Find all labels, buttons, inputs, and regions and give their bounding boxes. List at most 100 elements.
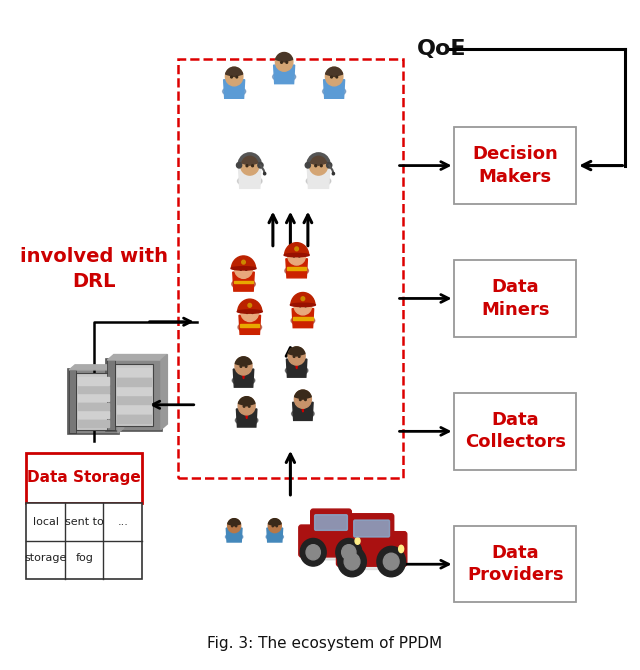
Polygon shape <box>246 413 248 419</box>
Bar <box>248 164 252 170</box>
Bar <box>242 365 245 370</box>
Circle shape <box>300 305 301 307</box>
Bar <box>332 76 336 81</box>
Wedge shape <box>310 155 328 165</box>
Bar <box>117 387 151 395</box>
Polygon shape <box>286 259 307 278</box>
Circle shape <box>377 546 406 577</box>
Wedge shape <box>288 246 305 255</box>
FancyBboxPatch shape <box>349 514 394 541</box>
Bar <box>117 369 151 377</box>
Bar <box>295 355 298 360</box>
Circle shape <box>300 539 326 566</box>
Circle shape <box>298 356 300 357</box>
Bar <box>233 525 236 529</box>
Text: fog: fog <box>76 553 93 563</box>
Bar <box>117 415 151 423</box>
Wedge shape <box>294 390 311 399</box>
Polygon shape <box>243 373 244 379</box>
Polygon shape <box>324 80 344 98</box>
Wedge shape <box>276 52 292 62</box>
Ellipse shape <box>284 253 309 257</box>
Circle shape <box>275 53 293 71</box>
Polygon shape <box>293 318 312 320</box>
Polygon shape <box>296 363 298 369</box>
Wedge shape <box>294 295 312 306</box>
Circle shape <box>268 519 282 533</box>
Polygon shape <box>239 169 261 188</box>
Circle shape <box>336 76 338 78</box>
Bar <box>178 59 403 478</box>
Polygon shape <box>240 324 259 327</box>
Polygon shape <box>227 528 242 542</box>
Text: QoE: QoE <box>417 40 467 59</box>
Circle shape <box>241 155 259 175</box>
Bar <box>117 405 151 413</box>
Ellipse shape <box>307 176 331 186</box>
Bar <box>117 378 151 385</box>
FancyBboxPatch shape <box>310 509 351 535</box>
Bar <box>245 405 248 410</box>
Text: Fig. 3: The ecosystem of PPDM: Fig. 3: The ecosystem of PPDM <box>207 636 442 651</box>
Text: involved with
DRL: involved with DRL <box>20 247 168 291</box>
Circle shape <box>315 165 317 167</box>
FancyBboxPatch shape <box>69 370 76 433</box>
Ellipse shape <box>236 415 258 425</box>
Bar <box>241 268 246 273</box>
Polygon shape <box>307 169 330 188</box>
Bar <box>78 386 109 393</box>
Circle shape <box>305 162 310 168</box>
Circle shape <box>228 519 241 533</box>
Circle shape <box>286 62 287 63</box>
Text: sent to: sent to <box>65 517 104 527</box>
Circle shape <box>338 546 366 577</box>
Circle shape <box>306 545 321 560</box>
Polygon shape <box>247 169 252 173</box>
Text: Data
Providers: Data Providers <box>467 544 564 584</box>
Bar <box>301 304 305 310</box>
Polygon shape <box>241 369 246 373</box>
Text: Decision
Makers: Decision Makers <box>472 145 558 186</box>
Circle shape <box>258 162 263 168</box>
Circle shape <box>342 545 356 560</box>
Bar <box>26 502 142 579</box>
Ellipse shape <box>291 316 315 326</box>
Circle shape <box>294 296 312 315</box>
Circle shape <box>309 155 328 175</box>
Circle shape <box>245 366 247 367</box>
Polygon shape <box>234 281 253 283</box>
Circle shape <box>344 553 360 570</box>
Wedge shape <box>226 67 243 76</box>
Polygon shape <box>292 309 314 328</box>
Wedge shape <box>241 302 259 312</box>
Wedge shape <box>235 259 252 269</box>
Text: ...: ... <box>117 517 128 527</box>
FancyBboxPatch shape <box>337 532 407 566</box>
Polygon shape <box>236 409 257 427</box>
Bar <box>273 525 276 529</box>
Circle shape <box>300 399 301 401</box>
Polygon shape <box>234 369 253 387</box>
Circle shape <box>246 312 248 314</box>
Circle shape <box>272 525 273 527</box>
Bar <box>26 453 142 502</box>
Circle shape <box>293 356 295 357</box>
Circle shape <box>236 76 237 78</box>
Text: Data
Collectors: Data Collectors <box>465 411 566 452</box>
Ellipse shape <box>291 304 316 307</box>
Polygon shape <box>267 528 283 542</box>
Circle shape <box>301 297 305 301</box>
Ellipse shape <box>323 86 346 96</box>
Ellipse shape <box>306 555 356 560</box>
Bar <box>454 127 576 204</box>
Ellipse shape <box>266 533 284 541</box>
FancyBboxPatch shape <box>354 520 390 537</box>
Bar <box>282 61 286 66</box>
Polygon shape <box>108 354 168 360</box>
Ellipse shape <box>292 409 314 419</box>
Circle shape <box>236 525 237 527</box>
Circle shape <box>245 269 247 270</box>
Ellipse shape <box>238 322 262 332</box>
Bar <box>248 311 252 316</box>
Circle shape <box>242 260 245 264</box>
